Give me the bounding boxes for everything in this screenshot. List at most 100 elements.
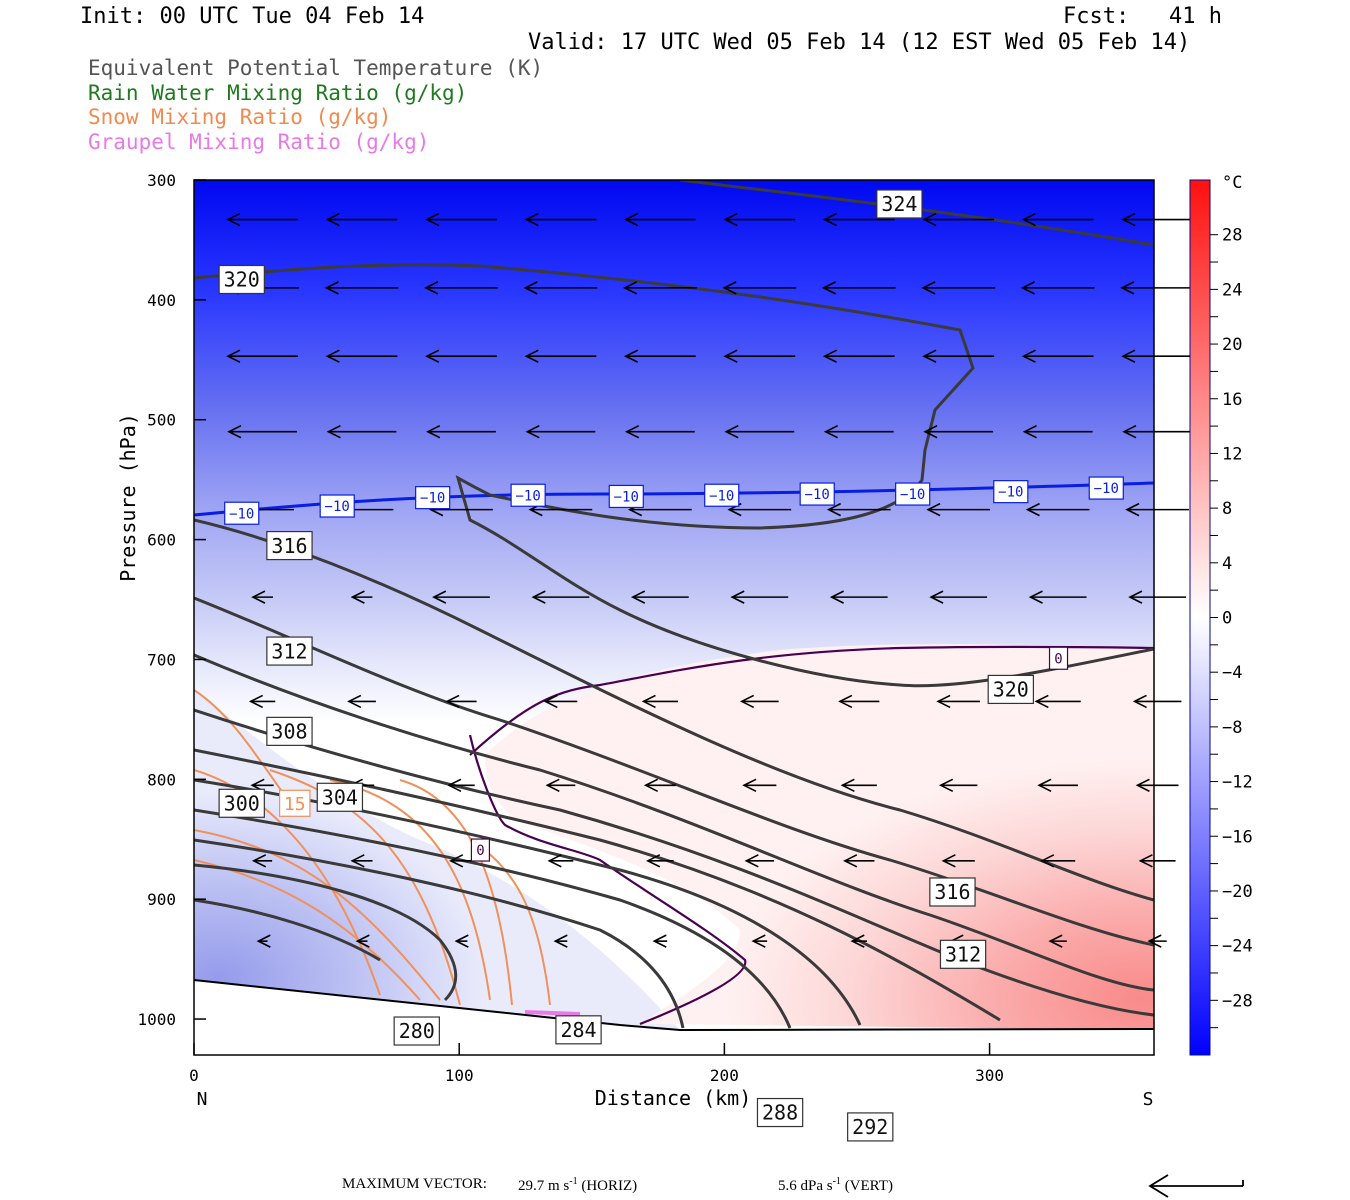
max-vector-horiz: 29.7 m s-1 (HORIZ) [518,1176,638,1194]
colorbar-label: 0 [1222,609,1232,629]
colorbar-label: 24 [1222,280,1242,300]
theta-e-label: 316 [934,880,970,904]
isotherm-label: −10 [420,491,445,507]
legend-rain: Rain Water Mixing Ratio (g/kg) [88,81,468,105]
wind-vector-head [826,502,841,517]
theta-e-label-box [876,189,923,219]
colorbar-label: −20 [1222,882,1253,902]
wind-vector-head [624,424,640,439]
wind-vector-head [447,778,462,793]
x-tick-label: 300 [975,1066,1004,1085]
theta-e-label: 312 [271,639,307,663]
isotherm-label-box [895,482,931,506]
terrain-line [193,979,1155,1032]
wind-vector-head [1128,590,1143,604]
wind-vector-head [425,349,440,363]
snow-label: 15 [284,794,306,815]
wind-vector-head [1021,212,1036,227]
wind-vector-head [840,778,855,793]
isotherm-label-box [608,484,644,509]
x-end-label-right: S [1143,1089,1154,1110]
colorbar-label: −24 [1222,937,1253,957]
y-tick-label: 900 [147,890,176,909]
wind-vector-head [448,854,464,868]
wind-vector-head [226,212,241,227]
wind-vector-head [425,212,440,227]
wind-vector-head [227,424,242,439]
theta-e-label-box [218,264,265,295]
wind-vector-head [251,854,267,868]
wind-vector-head [926,502,941,517]
colorbar-label: −8 [1222,718,1242,738]
wind-vector-head [838,694,853,709]
wind-vector-head [938,778,954,793]
theta-e-label-box [929,877,976,907]
x-end-label-left: N [197,1089,208,1110]
wind-vector-head [744,854,759,868]
isotherm-label-box [1088,476,1124,500]
colorbar [1189,179,1211,1056]
isotherm-label: −10 [709,488,734,504]
theta-e-label: 320 [224,268,260,292]
wind-vector-head [623,349,639,363]
wind-vector-head [1022,424,1037,439]
wind-vector-head [936,694,951,709]
isotherm-label: −10 [900,487,925,503]
wind-vector-head [751,934,766,948]
colorbar-label: −12 [1222,773,1253,793]
colorbar-label: 4 [1222,554,1232,574]
wind-vector-head [524,212,539,227]
wind-vector-head [256,934,271,948]
wind-vector-head [1125,502,1140,517]
colorbar-label: −4 [1222,663,1242,683]
x-tick-label: 100 [445,1066,474,1085]
wind-vector-head [652,934,667,948]
x-axis-title: Distance (km) [595,1086,752,1110]
y-tick-label: 500 [147,411,176,430]
wind-vector-head [432,590,447,604]
theta-e-label-box [847,1112,894,1142]
isotherm-label: 0 [1054,651,1062,667]
theta-e-label-box [939,939,987,969]
wind-vector-head [829,590,844,604]
wind-vector-head [929,590,944,604]
theta-e-label: 324 [881,192,917,216]
y-tick-label: 600 [147,531,176,550]
theta-e-label-box [756,1097,804,1128]
theta-e-label: 304 [322,785,358,809]
theta-e-label: 284 [560,1018,596,1042]
wind-vector-head [646,854,661,868]
wind-vector-head [347,694,362,709]
temperature-shading [194,180,1154,1055]
y-tick-label: 300 [147,171,176,190]
wind-vector-head [922,349,937,363]
max-vector-vert: 5.6 dPa s-1 (VERT) [778,1176,893,1194]
theta-e-label: 312 [945,943,981,967]
isotherm-label: 0 [476,843,484,859]
isotherm-label: −10 [998,485,1023,501]
wind-vector-head [922,212,937,227]
theta-e-label: 300 [224,791,260,815]
colorbar-label: 16 [1222,390,1242,410]
theta-e-label-box [987,674,1034,705]
wind-vector-head [1034,694,1049,709]
isotherm-label-box [1048,646,1069,670]
wind-vector-head [531,590,546,604]
wind-vector-head [248,694,264,709]
theta-e-label: 308 [271,720,307,744]
wind-vector-head [424,281,439,295]
wind-vector-head [823,424,838,439]
wind-vector-head [350,590,365,604]
wind-vector-head [355,934,370,948]
isotherm-label: −10 [614,489,639,505]
wind-vector-head [525,424,540,439]
wind-vector-head [742,778,757,793]
y-axis-title: Pressure (hPa) [116,413,140,582]
wind-vector-head [1122,424,1137,439]
theta-e-label-box [316,782,364,812]
wind-vector-head [850,934,865,948]
wind-vector-head [1028,590,1043,604]
wind-vector-head [350,854,365,868]
theta-e-label-box [555,1015,602,1045]
colorbar-ticks: 28 24 20 16 12 8 4 0 −4 −8 −12 −16 −20 −24 −28 °C [1210,173,1253,1029]
